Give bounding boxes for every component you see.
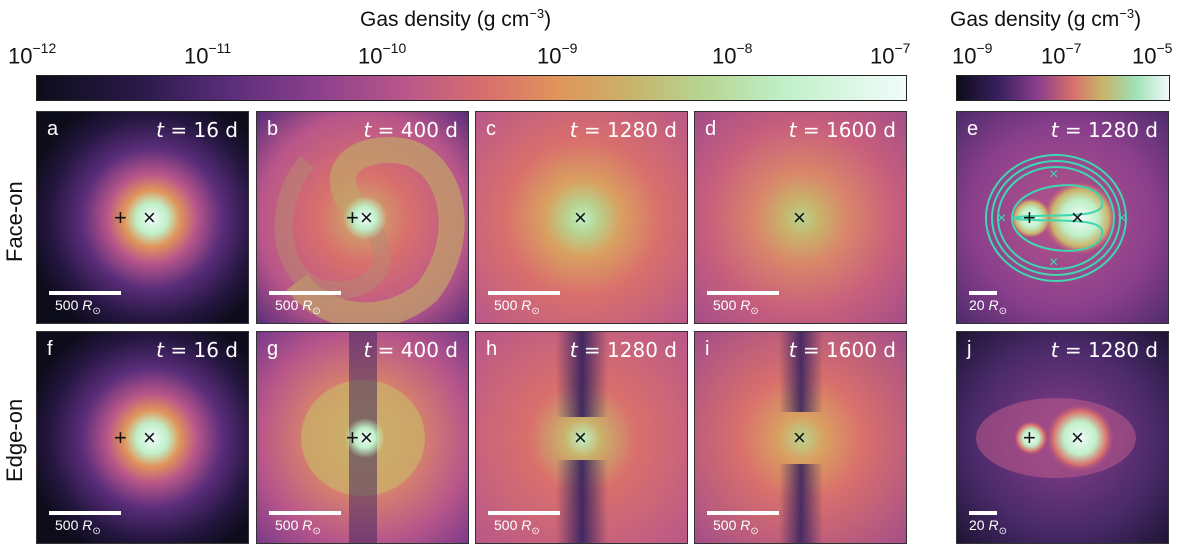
panel-j-time: t = 1280 d	[1050, 338, 1158, 362]
plus-marker: +	[114, 205, 127, 230]
lagrange-marker: ×	[1049, 254, 1059, 271]
panel-j-scale-text: 20 R⊙	[969, 517, 1007, 537]
panel-i-image	[695, 332, 906, 543]
cross-marker: ×	[143, 205, 156, 230]
panel-c-scale-text: 500 R⊙	[494, 297, 540, 317]
panel-e-scale-text: 20 R⊙	[969, 297, 1007, 317]
panel-h-scale-text: 500 R⊙	[494, 517, 540, 537]
panel-a-scale-text: 500 R⊙	[55, 297, 101, 317]
colorbar-right-title: Gas density (g cm−3)	[950, 6, 1142, 31]
panel-h: h t = 1280 d × 500 R⊙	[475, 331, 688, 544]
panel-e-label: e	[967, 118, 979, 140]
panel-i: i t = 1600 d × 500 R⊙	[694, 331, 907, 544]
panel-c-scale-bar	[488, 291, 560, 295]
panel-c-label: c	[486, 118, 496, 140]
panel-j-image	[957, 332, 1168, 543]
panel-b-image	[257, 112, 468, 323]
colorbar-left	[36, 75, 907, 101]
panel-a-image	[37, 112, 248, 323]
cross-marker: ×	[574, 205, 587, 230]
panel-c-time: t = 1280 d	[569, 118, 677, 142]
plus-marker: +	[346, 425, 359, 450]
panel-j-scale-bar	[969, 511, 997, 515]
panel-h-time: t = 1280 d	[569, 338, 677, 362]
cbr-tick-0: 10−9	[952, 40, 993, 69]
plus-marker: +	[346, 205, 359, 230]
colorbar-left-title-exp: −3	[529, 6, 545, 21]
panel-h-scale-bar	[488, 511, 560, 515]
cross-marker: ×	[143, 425, 156, 450]
panel-b-label: b	[267, 118, 279, 140]
panel-b-scale-text: 500 R⊙	[275, 297, 321, 317]
panel-g-scale-bar	[269, 511, 341, 515]
panel-d-label: d	[705, 118, 717, 140]
cbl-tick-5: 10−7	[870, 40, 911, 69]
panel-j: j t = 1280 d + × 20 R⊙	[956, 331, 1169, 544]
cbl-tick-3: 10−9	[537, 40, 578, 69]
panel-d-scale-bar	[707, 291, 779, 295]
lagrange-marker: ×	[1117, 210, 1127, 227]
panel-i-time: t = 1600 d	[788, 338, 896, 362]
roche-contours	[985, 154, 1127, 282]
plus-marker: +	[1023, 205, 1036, 230]
panel-e-time: t = 1280 d	[1050, 118, 1158, 142]
panel-d-image	[695, 112, 906, 323]
panel-i-scale-text: 500 R⊙	[713, 517, 759, 537]
plus-marker: +	[114, 425, 127, 450]
panel-d-scale-text: 500 R⊙	[713, 297, 759, 317]
colorbar-left-title-text: Gas density (g cm	[360, 8, 530, 31]
cbl-tick-4: 10−8	[712, 40, 753, 69]
panel-g-scale-text: 500 R⊙	[275, 517, 321, 537]
panel-f-image	[37, 332, 248, 543]
panel-a: a t = 16 d + × 500 R⊙	[36, 111, 249, 324]
panel-g: g t = 400 d + × 500 R⊙	[256, 331, 469, 544]
panel-a-label: a	[47, 118, 59, 140]
panel-f-scale-text: 500 R⊙	[55, 517, 101, 537]
cbr-tick-2: 10−5	[1132, 40, 1173, 69]
panel-c: c t = 1280 d × 500 R⊙	[475, 111, 688, 324]
colorbar-right	[956, 75, 1170, 101]
row-label-face-on: Face-on	[2, 181, 27, 262]
panel-h-label: h	[486, 338, 498, 360]
cross-marker: ×	[1071, 205, 1084, 230]
cross-marker: ×	[793, 425, 806, 450]
panel-g-label: g	[267, 338, 279, 360]
panel-i-label: i	[705, 338, 710, 360]
panel-f-label: f	[47, 338, 53, 360]
panel-d: d t = 1600 d × 500 R⊙	[694, 111, 907, 324]
panel-a-time: t = 16 d	[156, 118, 238, 142]
panel-g-time: t = 400 d	[363, 338, 458, 362]
panel-f: f t = 16 d + × 500 R⊙	[36, 331, 249, 544]
colorbar-left-title-close: )	[544, 8, 552, 31]
panel-e: e t = 1280 d + × × × × × 20 R⊙	[956, 111, 1169, 324]
panel-e-scale-bar	[969, 291, 997, 295]
panel-j-label: j	[967, 338, 972, 360]
cbl-tick-0: 10−12	[8, 40, 57, 69]
cross-marker: ×	[1071, 425, 1084, 450]
lagrange-marker: ×	[1049, 166, 1059, 183]
panel-b-time: t = 400 d	[363, 118, 458, 142]
cross-marker: ×	[360, 205, 373, 230]
colorbar-left-title: Gas density (g cm−3)	[360, 6, 551, 32]
row-label-edge-on: Edge-on	[2, 398, 27, 482]
cross-marker: ×	[360, 425, 373, 450]
plus-marker: +	[1023, 425, 1036, 450]
cbl-tick-1: 10−11	[184, 40, 232, 69]
panel-f-time: t = 16 d	[156, 338, 238, 362]
cross-marker: ×	[574, 425, 587, 450]
panel-g-image	[257, 332, 468, 543]
panel-d-time: t = 1600 d	[788, 118, 896, 142]
panel-i-scale-bar	[707, 511, 779, 515]
panel-f-scale-bar	[49, 511, 121, 515]
panel-e-image	[957, 112, 1168, 323]
cross-marker: ×	[793, 205, 806, 230]
cbl-tick-2: 10−10	[358, 40, 407, 69]
panel-b: b t = 400 d + × 500 R⊙	[256, 111, 469, 324]
lagrange-marker: ×	[997, 210, 1007, 227]
panel-c-image	[476, 112, 687, 323]
panel-h-image	[476, 332, 687, 543]
panel-a-scale-bar	[49, 291, 121, 295]
cbr-tick-1: 10−7	[1041, 40, 1082, 69]
panel-b-scale-bar	[269, 291, 341, 295]
